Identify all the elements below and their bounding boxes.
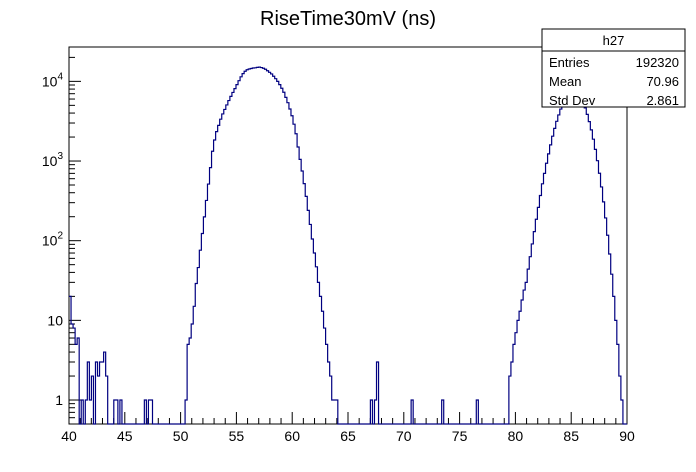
y-tick-label: 102 — [42, 231, 64, 249]
stats-mean-value: 70.96 — [646, 74, 679, 89]
stats-stddev-label: Std Dev — [549, 93, 596, 108]
x-tick-label: 65 — [340, 428, 356, 444]
y-tick-label: 104 — [42, 71, 64, 89]
chart-title: RiseTime30mV (ns) — [260, 8, 436, 30]
x-tick-label: 50 — [173, 428, 189, 444]
x-tick-label: 55 — [229, 428, 245, 444]
y-tick-label: 1 — [55, 392, 63, 408]
x-tick-label: 90 — [619, 428, 635, 444]
x-tick-label: 70 — [396, 428, 412, 444]
stats-entries-label: Entries — [549, 55, 590, 70]
x-tick-label: 85 — [563, 428, 579, 444]
x-tick-label: 45 — [117, 428, 133, 444]
histogram-line — [69, 66, 627, 425]
x-tick-label: 75 — [452, 428, 468, 444]
stats-histogram-name: h27 — [603, 33, 625, 48]
stats-stddev-value: 2.861 — [646, 93, 679, 108]
stats-box-frame — [541, 28, 686, 108]
stats-mean-label: Mean — [549, 74, 582, 89]
y-tick-label: 103 — [42, 151, 64, 169]
y-tick-label: 10 — [47, 312, 63, 328]
stats-box: h27 Entries 192320 Mean 70.96 Std Dev 2.… — [541, 28, 686, 108]
x-tick-label: 40 — [61, 428, 77, 444]
stats-entries-value: 192320 — [636, 55, 679, 70]
y-axis: 1 10 102 103 104 — [42, 56, 81, 425]
x-tick-label: 60 — [284, 428, 300, 444]
x-tick-label: 80 — [508, 428, 524, 444]
x-axis: 40 45 50 55 60 65 70 75 80 85 90 — [61, 412, 635, 444]
